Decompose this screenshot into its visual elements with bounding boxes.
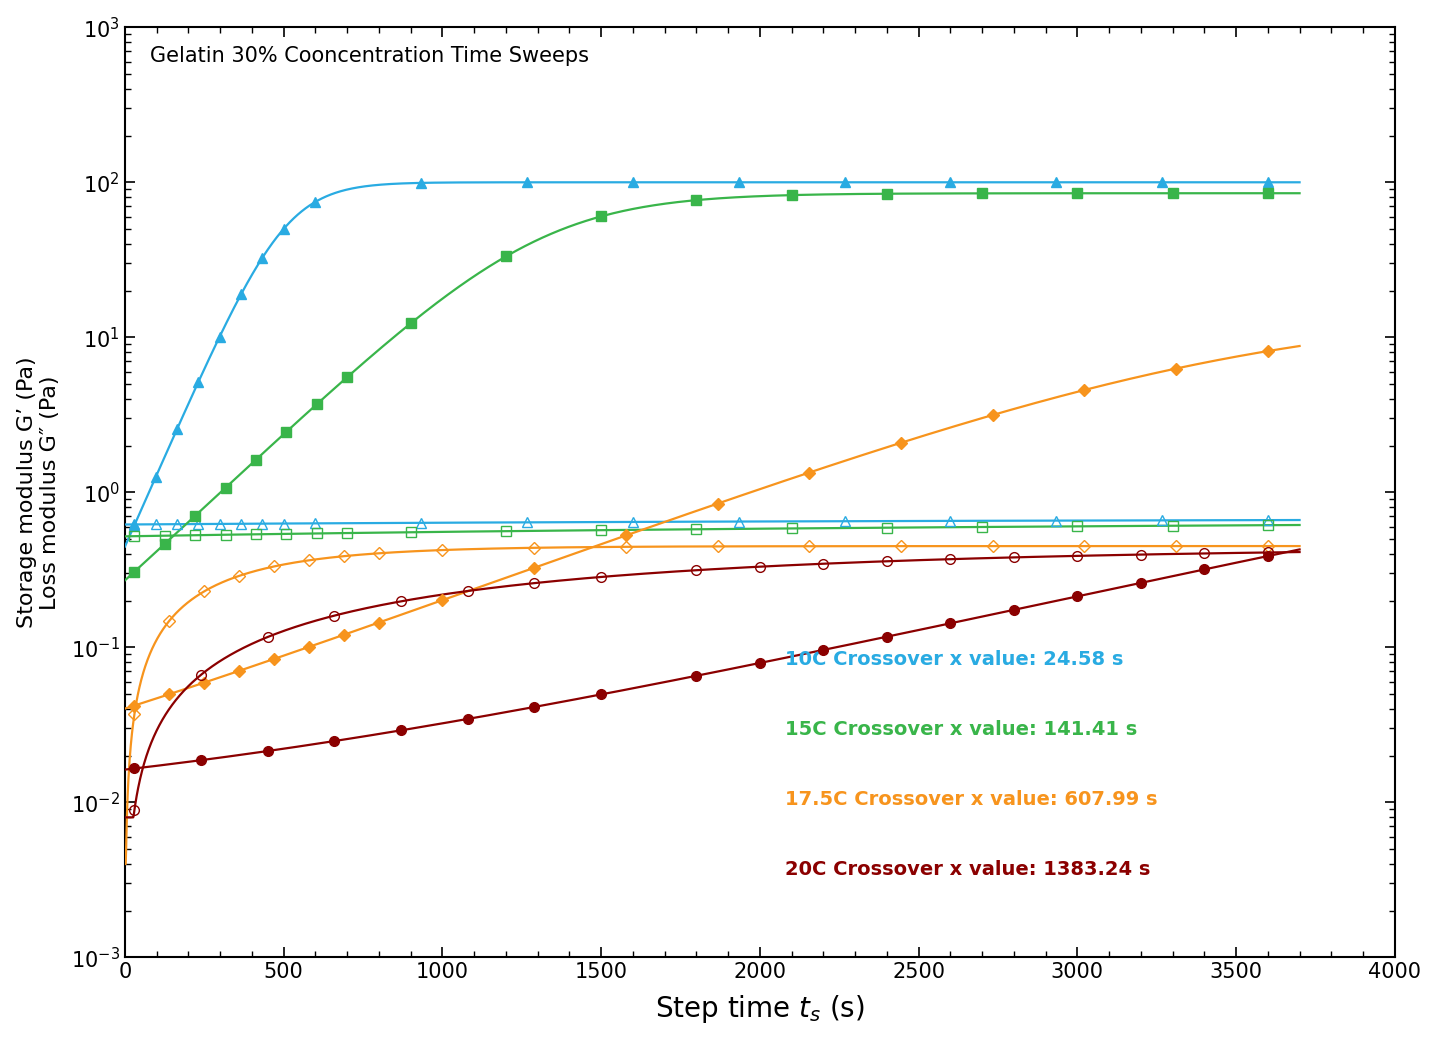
Text: 10C Crossover x value: 24.58 s: 10C Crossover x value: 24.58 s [785,650,1123,669]
Y-axis label: Storage modulus G’ (Pa)
Loss modulus G″ (Pa): Storage modulus G’ (Pa) Loss modulus G″ … [17,356,60,628]
Text: 15C Crossover x value: 141.41 s: 15C Crossover x value: 141.41 s [785,720,1137,739]
Text: 17.5C Crossover x value: 607.99 s: 17.5C Crossover x value: 607.99 s [785,790,1158,809]
X-axis label: Step time $t_s$ (s): Step time $t_s$ (s) [654,993,864,1025]
Text: 20C Crossover x value: 1383.24 s: 20C Crossover x value: 1383.24 s [785,860,1150,878]
Text: Gelatin 30% Cooncentration Time Sweeps: Gelatin 30% Cooncentration Time Sweeps [150,46,590,66]
